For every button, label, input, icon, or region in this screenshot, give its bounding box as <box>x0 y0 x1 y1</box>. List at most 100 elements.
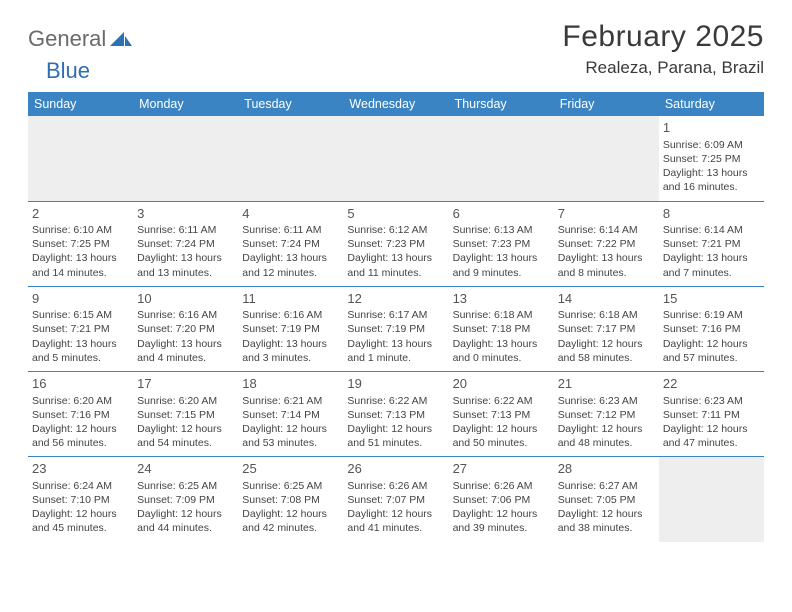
daylight-line: Daylight: 12 hours and 41 minutes. <box>347 507 444 535</box>
sunrise-line: Sunrise: 6:18 AM <box>453 308 550 322</box>
sunrise-line: Sunrise: 6:22 AM <box>453 394 550 408</box>
sunrise-line: Sunrise: 6:23 AM <box>558 394 655 408</box>
daylight-line: Daylight: 13 hours and 1 minute. <box>347 337 444 365</box>
calendar-day-cell: 6Sunrise: 6:13 AMSunset: 7:23 PMDaylight… <box>449 201 554 286</box>
sunset-line: Sunset: 7:13 PM <box>453 408 550 422</box>
sunset-line: Sunset: 7:24 PM <box>242 237 339 251</box>
calendar-week-row: 2Sunrise: 6:10 AMSunset: 7:25 PM Daylight… <box>28 201 764 286</box>
calendar-week-row: 9Sunrise: 6:15 AMSunset: 7:21 PMDaylight… <box>28 286 764 371</box>
sunrise-line: Sunrise: 6:20 AM <box>137 394 234 408</box>
sunset-line: Sunset: 7:16 PM <box>32 408 129 422</box>
sunset-line: Sunset: 7:23 PM <box>453 237 550 251</box>
calendar-day-cell: 28Sunrise: 6:27 AMSunset: 7:05 PMDayligh… <box>554 457 659 542</box>
daylight-line: Daylight: 12 hours and 54 minutes. <box>137 422 234 450</box>
calendar-day-cell: 10Sunrise: 6:16 AMSunset: 7:20 PMDayligh… <box>133 286 238 371</box>
calendar-day-cell: 12Sunrise: 6:17 AMSunset: 7:19 PMDayligh… <box>343 286 448 371</box>
sunset-line: Sunset: 7:25 PM <box>32 237 129 251</box>
sunrise-line: Sunrise: 6:26 AM <box>347 479 444 493</box>
sunset-line: Sunset: 7:19 PM <box>347 322 444 336</box>
sunset-line: Sunset: 7:20 PM <box>137 322 234 336</box>
daylight-line: Daylight: 13 hours and 8 minutes. <box>558 251 655 279</box>
sunrise-line: Sunrise: 6:17 AM <box>347 308 444 322</box>
calendar-day-cell: 26Sunrise: 6:26 AMSunset: 7:07 PMDayligh… <box>343 457 448 542</box>
sunset-line: Sunset: 7:18 PM <box>453 322 550 336</box>
day-number: 16 <box>32 375 129 393</box>
sunrise-line: Sunrise: 6:14 AM <box>663 223 760 237</box>
sunset-line: Sunset: 7:19 PM <box>242 322 339 336</box>
day-number: 12 <box>347 290 444 308</box>
sunset-line: Sunset: 7:05 PM <box>558 493 655 507</box>
sunrise-line: Sunrise: 6:13 AM <box>453 223 550 237</box>
daylight-line: Daylight: 12 hours and 50 minutes. <box>453 422 550 450</box>
day-number: 9 <box>32 290 129 308</box>
calendar-day-cell <box>449 116 554 201</box>
location-label: Realeza, Parana, Brazil <box>562 58 764 78</box>
calendar-page: General February 2025 Realeza, Parana, B… <box>0 0 792 542</box>
day-number: 7 <box>558 205 655 223</box>
daylight-line: Daylight: 12 hours and 42 minutes. <box>242 507 339 535</box>
sunset-line: Sunset: 7:24 PM <box>137 237 234 251</box>
daylight-line: Daylight: 13 hours and 3 minutes. <box>242 337 339 365</box>
calendar-day-cell: 16Sunrise: 6:20 AMSunset: 7:16 PMDayligh… <box>28 371 133 456</box>
calendar-day-cell: 20Sunrise: 6:22 AMSunset: 7:13 PMDayligh… <box>449 371 554 456</box>
daylight-line: Daylight: 13 hours and 4 minutes. <box>137 337 234 365</box>
sunset-line: Sunset: 7:12 PM <box>558 408 655 422</box>
weekday-heading: Monday <box>133 92 238 116</box>
sunrise-line: Sunrise: 6:10 AM <box>32 223 129 237</box>
day-number: 1 <box>663 119 760 137</box>
sunrise-line: Sunrise: 6:12 AM <box>347 223 444 237</box>
calendar-day-cell <box>133 116 238 201</box>
calendar-day-cell: 22Sunrise: 6:23 AMSunset: 7:11 PMDayligh… <box>659 371 764 456</box>
sunrise-line: Sunrise: 6:16 AM <box>137 308 234 322</box>
day-number: 22 <box>663 375 760 393</box>
day-number: 15 <box>663 290 760 308</box>
weekday-heading: Sunday <box>28 92 133 116</box>
sunrise-line: Sunrise: 6:18 AM <box>558 308 655 322</box>
day-number: 18 <box>242 375 339 393</box>
sunset-line: Sunset: 7:11 PM <box>663 408 760 422</box>
daylight-line: Daylight: 12 hours and 38 minutes. <box>558 507 655 535</box>
calendar-day-cell: 3Sunrise: 6:11 AMSunset: 7:24 PMDaylight… <box>133 201 238 286</box>
calendar-body: 1Sunrise: 6:09 AMSunset: 7:25 PMDaylight… <box>28 116 764 542</box>
sunset-line: Sunset: 7:21 PM <box>32 322 129 336</box>
sunset-line: Sunset: 7:16 PM <box>663 322 760 336</box>
logo-text-blue: Blue <box>46 58 90 84</box>
daylight-line: Daylight: 12 hours and 48 minutes. <box>558 422 655 450</box>
sunset-line: Sunset: 7:09 PM <box>137 493 234 507</box>
calendar-week-row: 16 Sunrise: 6:20 AM Sunset: 7:16 PM Dayligh… <box>28 371 764 456</box>
day-number: 24 <box>137 460 234 478</box>
logo: General <box>28 26 134 52</box>
daylight-line: Daylight: 13 hours and 16 minutes. <box>663 166 760 194</box>
calendar-day-cell: 18Sunrise: 6:21 AMSunset: 7:14 PMDayligh… <box>238 371 343 456</box>
daylight-line: Daylight: 12 hours and 51 minutes. <box>347 422 444 450</box>
day-number: 2 <box>32 205 129 223</box>
day-number: 21 <box>558 375 655 393</box>
sunrise-line: Sunrise: 6:22 AM <box>347 394 444 408</box>
day-number: 10 <box>137 290 234 308</box>
sunrise-line: Sunrise: 6:14 AM <box>558 223 655 237</box>
calendar-day-cell <box>659 457 764 542</box>
day-number: 8 <box>663 205 760 223</box>
weekday-heading: Friday <box>554 92 659 116</box>
weekday-heading: Tuesday <box>238 92 343 116</box>
sunrise-line: Sunrise: 6:27 AM <box>558 479 655 493</box>
daylight-line: Daylight: 12 hours and 44 minutes. <box>137 507 234 535</box>
daylight-line: Daylight: 12 hours and 45 minutes. <box>32 507 129 535</box>
day-number: 17 <box>137 375 234 393</box>
daylight-line: Daylight: 12 hours and 39 minutes. <box>453 507 550 535</box>
daylight-line: Daylight: 12 hours and 53 minutes. <box>242 422 339 450</box>
calendar-day-cell <box>554 116 659 201</box>
daylight-line: Daylight: 13 hours and 9 minutes. <box>453 251 550 279</box>
sunrise-line: Sunrise: 6:24 AM <box>32 479 129 493</box>
calendar-week-row: 23Sunrise: 6:24 AMSunset: 7:10 PMDayligh… <box>28 457 764 542</box>
calendar-day-cell: 24Sunrise: 6:25 AMSunset: 7:09 PMDayligh… <box>133 457 238 542</box>
daylight-line: Daylight: 13 hours and 12 minutes. <box>242 251 339 279</box>
calendar-day-cell: 5Sunrise: 6:12 AMSunset: 7:23 PMDaylight… <box>343 201 448 286</box>
day-number: 4 <box>242 205 339 223</box>
day-number: 25 <box>242 460 339 478</box>
daylight-line: Daylight: 13 hours and 0 minutes. <box>453 337 550 365</box>
day-number: 11 <box>242 290 339 308</box>
calendar-header-row: Sunday Monday Tuesday Wednesday Thursday… <box>28 92 764 116</box>
day-number: 19 <box>347 375 444 393</box>
daylight-line: Daylight: 13 hours and 7 minutes. <box>663 251 760 279</box>
